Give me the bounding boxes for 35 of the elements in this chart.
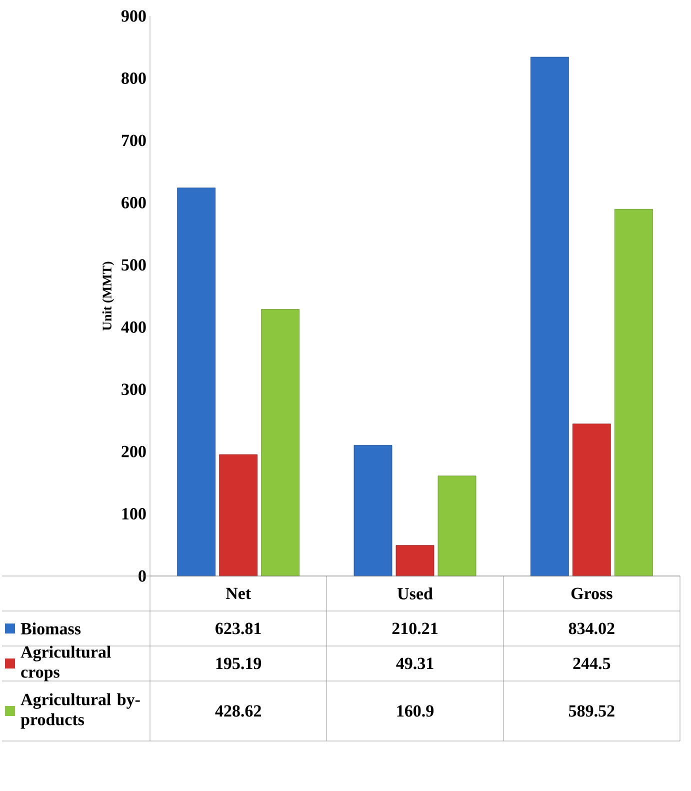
y-tick-label: 100 (122, 508, 146, 520)
y-tick-label: 200 (122, 446, 146, 458)
legend-label: Biomass (20, 622, 81, 634)
data-label: 428.62 (215, 705, 261, 717)
bar (572, 424, 611, 576)
bar (614, 208, 653, 576)
data-label: 244.5 (573, 658, 610, 670)
data-label: 589.52 (568, 705, 614, 717)
y-tick-label: 800 (122, 72, 146, 84)
bar (219, 454, 258, 576)
legend-label: Agricultural by-products (20, 693, 140, 729)
x-tick-label: Used (397, 588, 433, 600)
data-label: 210.21 (392, 622, 438, 634)
bar (177, 188, 216, 576)
bar (438, 476, 476, 576)
y-tick-label: 300 (122, 384, 146, 396)
data-label: 160.9 (397, 705, 434, 717)
y-tick-label: 500 (122, 259, 146, 271)
y-axis-title: Unit (MMT) (102, 262, 114, 331)
data-label: 195.19 (216, 658, 262, 670)
data-label: 834.02 (568, 622, 614, 634)
bar (261, 309, 300, 576)
x-tick-label: Net (226, 588, 251, 600)
y-tick-label: 400 (121, 321, 146, 333)
data-label: 49.31 (396, 658, 434, 670)
x-tick-label: Gross (571, 588, 612, 600)
y-tick-label: 0 (138, 570, 146, 582)
bar (530, 56, 569, 576)
y-tick-label: 900 (121, 10, 146, 22)
y-tick-label: 700 (122, 134, 146, 146)
y-tick-label: 600 (122, 196, 146, 208)
bar (396, 545, 434, 576)
bar (354, 445, 392, 576)
data-label: 623.81 (216, 622, 261, 634)
legend-label: Agricultural crops (20, 646, 111, 682)
